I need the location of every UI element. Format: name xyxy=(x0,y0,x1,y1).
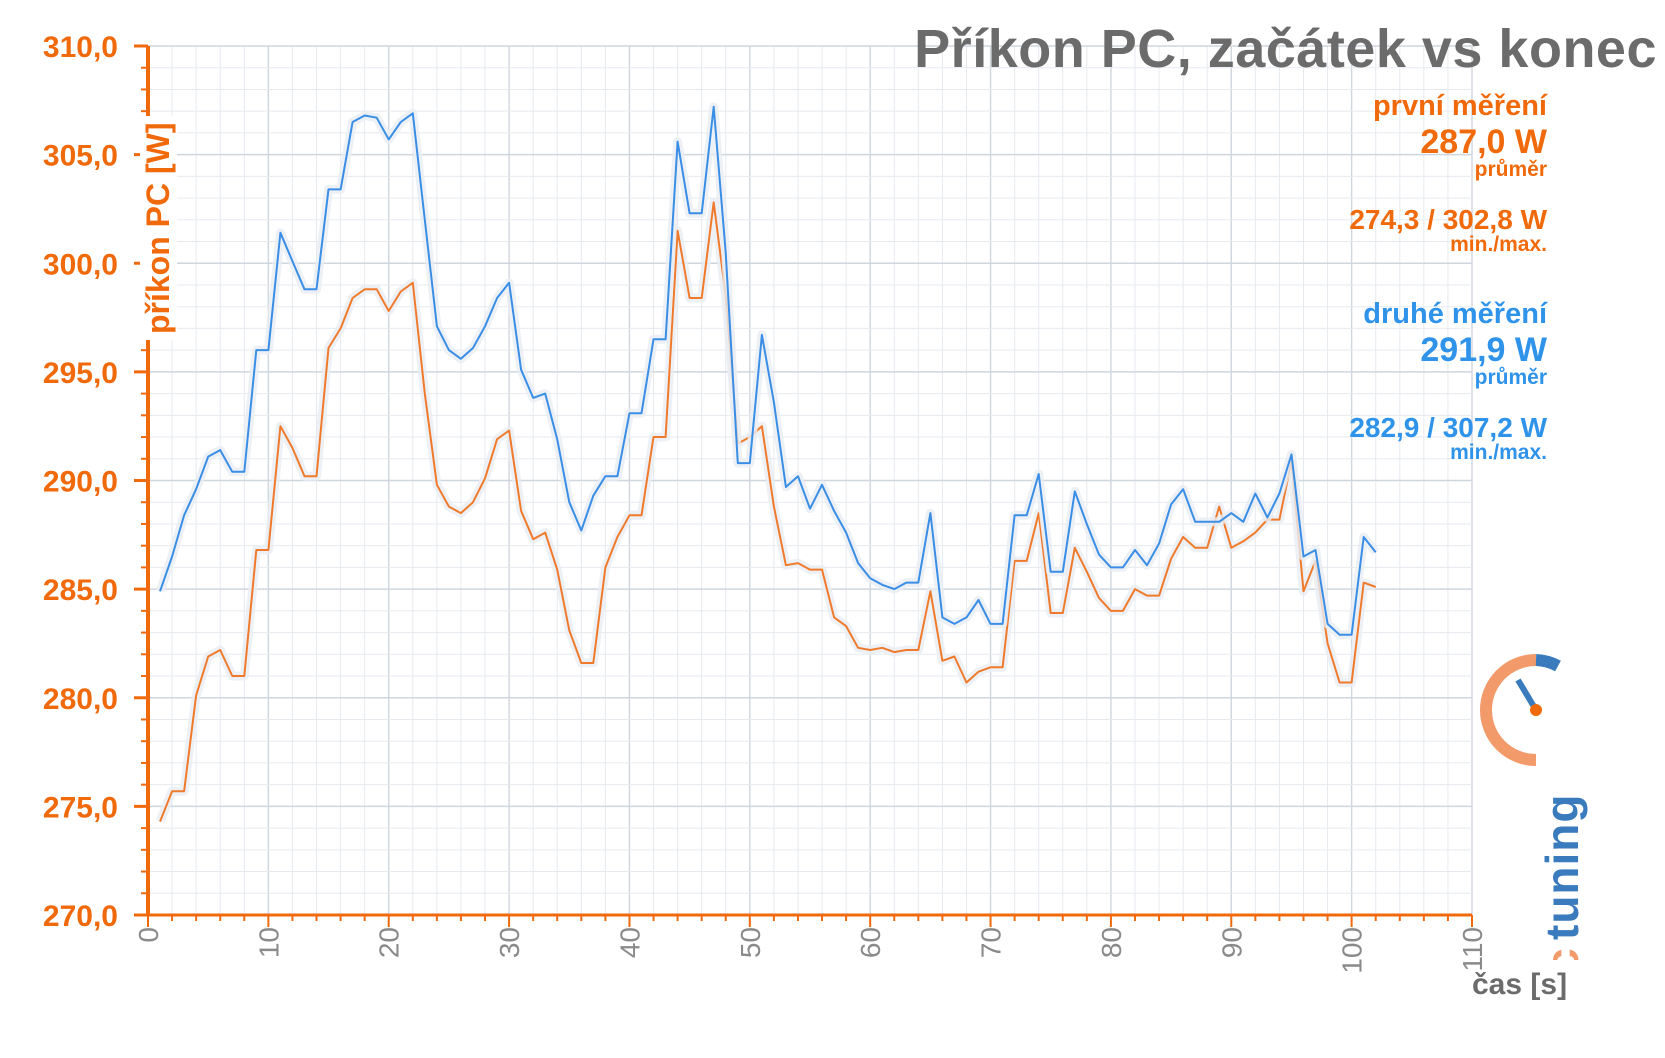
stats-first-range: 274,3 / 302,8 W xyxy=(1349,204,1547,235)
x-tick-label: 20 xyxy=(374,927,405,958)
y-tick-label: 285,0 xyxy=(43,574,118,607)
stats-first: první měření 287,0 W průměr 274,3 / 302,… xyxy=(1349,90,1547,256)
x-tick-label: 60 xyxy=(855,927,886,958)
x-tick-labels: 0 10 20 30 40 50 60 70 80 90 100 110 xyxy=(133,927,1488,974)
stats-second-label: druhé měření xyxy=(1363,298,1547,330)
x-tick-label: 10 xyxy=(253,927,284,958)
chart-title: Příkon PC, začátek vs konec xyxy=(914,19,1657,79)
y-tick-label: 300,0 xyxy=(43,248,118,281)
x-tick-label: 50 xyxy=(735,927,766,958)
y-tick-label: 280,0 xyxy=(43,683,118,716)
y-tick-label: 275,0 xyxy=(43,791,118,824)
x-tick-label: 30 xyxy=(494,927,525,958)
y-tick-label: 310,0 xyxy=(43,31,118,64)
pctuning-logo: tuning pc xyxy=(1480,654,1588,960)
y-tick-labels: 270,0 275,0 280,0 285,0 290,0 295,0 300,0 305,0… xyxy=(43,31,118,933)
y-tick-label: 270,0 xyxy=(43,900,118,933)
y-axis-label: příkon PC [W] xyxy=(140,116,177,340)
x-tick-label: 70 xyxy=(976,927,1007,958)
series-line-first xyxy=(159,201,1377,822)
speedometer-icon xyxy=(1480,654,1561,766)
x-tick-label: 0 xyxy=(133,927,164,943)
x-tick-label: 40 xyxy=(614,927,645,958)
y-tick-label: 290,0 xyxy=(43,466,118,499)
logo-text: tuning xyxy=(1536,794,1588,941)
stats-second-range: 282,9 / 307,2 W xyxy=(1349,412,1547,443)
y-tick-label: 295,0 xyxy=(43,357,118,390)
y-tick-label: 305,0 xyxy=(43,140,118,173)
stats-second-avg: 291,9 W xyxy=(1420,331,1547,369)
x-axis-label: čas [s] xyxy=(1472,968,1568,1001)
x-tick-label: 80 xyxy=(1096,927,1127,958)
stats-first-range-note: min./max. xyxy=(1450,233,1547,256)
logo-text-pc: pc xyxy=(1536,948,1588,960)
stats-first-label: první měření xyxy=(1372,90,1547,122)
x-tick-label: 90 xyxy=(1216,927,1247,958)
stats-second-range-note: min./max. xyxy=(1450,441,1547,464)
series-line-second xyxy=(159,105,1377,636)
x-tick-label: 110 xyxy=(1457,927,1488,972)
stats-first-avg-note: průměr xyxy=(1474,158,1547,181)
stats-second: druhé měření 291,9 W průměr 282,9 / 307,… xyxy=(1349,298,1547,464)
stats-first-avg: 287,0 W xyxy=(1420,123,1547,161)
stats-second-avg-note: průměr xyxy=(1474,366,1547,389)
series-lines xyxy=(155,102,1380,824)
x-tick-label: 100 xyxy=(1337,927,1368,974)
